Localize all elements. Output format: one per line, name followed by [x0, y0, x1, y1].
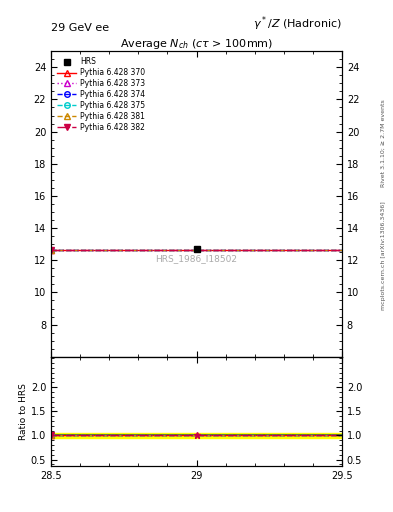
- Text: $\gamma^*/Z$ (Hadronic): $\gamma^*/Z$ (Hadronic): [253, 15, 342, 33]
- Y-axis label: Ratio to HRS: Ratio to HRS: [19, 383, 28, 440]
- Title: Average $N_{ch}$ ($c\tau$ > 100mm): Average $N_{ch}$ ($c\tau$ > 100mm): [120, 37, 273, 51]
- Text: 29 GeV ee: 29 GeV ee: [51, 23, 109, 33]
- Text: Rivet 3.1.10; ≥ 2.7M events: Rivet 3.1.10; ≥ 2.7M events: [381, 99, 386, 187]
- Text: mcplots.cern.ch [arXiv:1306.3436]: mcplots.cern.ch [arXiv:1306.3436]: [381, 202, 386, 310]
- Text: HRS_1986_I18502: HRS_1986_I18502: [156, 254, 237, 264]
- Bar: [51, 433, 342, 438]
- Legend: HRS, Pythia 6.428 370, Pythia 6.428 373, Pythia 6.428 374, Pythia 6.428 375, Pyt: HRS, Pythia 6.428 370, Pythia 6.428 373,…: [55, 55, 147, 134]
